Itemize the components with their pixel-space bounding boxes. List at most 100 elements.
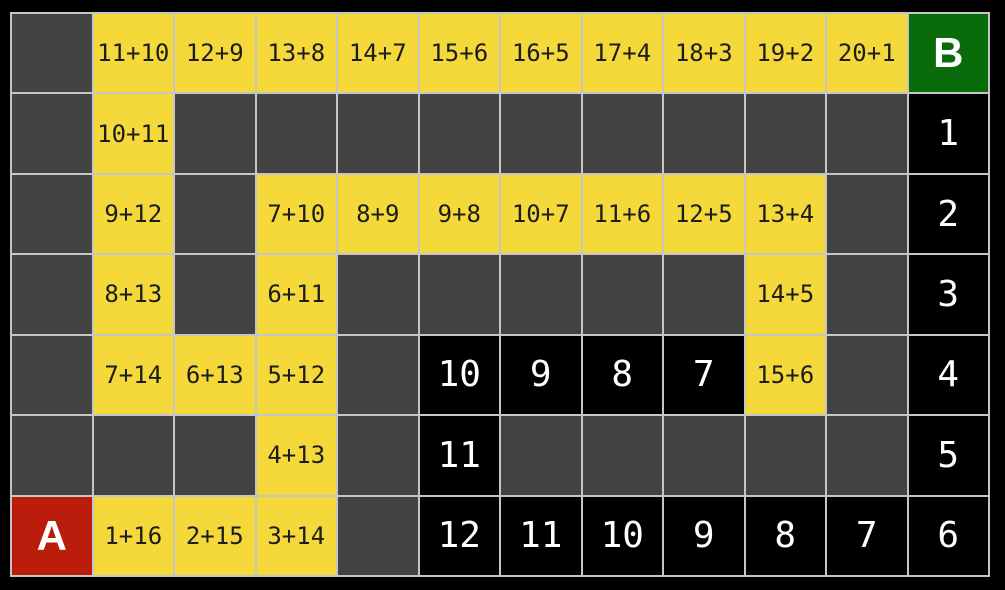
cell-label: 3 [937,273,960,315]
cell-r0-c3-path: 13+8 [256,14,336,93]
cell-r0-c11-goal: B [908,14,988,93]
cell-label: 8+9 [356,200,400,229]
cell-r0-c8-path: 18+3 [664,14,744,93]
cell-r0-c7-path: 17+4 [582,14,662,93]
cell-label: 6+11 [267,280,326,309]
cell-r4-c4-wall [338,335,418,415]
cell-label: 7 [855,515,878,557]
cell-r0-c9-path: 19+2 [745,14,825,93]
cell-r0-c1-path: 11+10 [93,14,173,93]
cell-r1-c6-wall [501,94,581,173]
cell-label: 10+7 [511,200,570,229]
cell-r6-c2-path: 2+15 [175,496,255,575]
cell-r1-c0-wall [12,94,92,173]
cell-r4-c11-count: 4 [908,335,988,415]
cell-label: 1 [937,113,960,155]
cell-r2-c3-path: 7+10 [256,174,336,254]
cell-r2-c5-path: 9+8 [419,174,499,254]
cell-r3-c8-wall [664,255,744,334]
cell-r4-c2-path: 6+13 [175,335,255,415]
cell-r5-c10-wall [827,416,907,495]
cell-r4-c3-path: 5+12 [256,335,336,415]
cell-label: 19+2 [756,39,815,68]
cell-r1-c1-path: 10+11 [93,94,173,173]
cell-label: 11+6 [593,200,652,229]
cell-r3-c2-wall [175,255,255,334]
cell-r3-c0-wall [12,255,92,334]
cell-label: 8 [611,354,634,396]
cell-label: 6+13 [185,360,244,389]
cell-r4-c7-count: 8 [582,335,662,415]
cell-r3-c10-wall [827,255,907,334]
cell-r1-c7-wall [582,94,662,173]
cell-r4-c9-path: 15+6 [745,335,825,415]
cell-label: 15+6 [756,360,815,389]
cell-label: 2 [937,193,960,235]
cell-r1-c9-wall [745,94,825,173]
cell-label: 7+10 [267,200,326,229]
cell-r2-c6-path: 10+7 [501,174,581,254]
cell-label: 7+14 [104,360,163,389]
cell-r4-c0-wall [12,335,92,415]
cell-label: 10+11 [97,119,170,148]
cell-r2-c8-path: 12+5 [664,174,744,254]
cell-r3-c9-path: 14+5 [745,255,825,334]
cell-r0-c0-wall [12,14,92,93]
cell-label: 9+8 [437,200,481,229]
cell-r2-c11-count: 2 [908,174,988,254]
cell-label: 17+4 [593,39,652,68]
cell-r6-c7-count: 10 [582,496,662,575]
cell-label: 15+6 [430,39,489,68]
cell-label: 12+9 [185,39,244,68]
cell-r5-c4-wall [338,416,418,495]
cell-r5-c9-wall [745,416,825,495]
cell-label: 7 [692,354,715,396]
cell-r1-c10-wall [827,94,907,173]
cell-label: 1+16 [104,521,163,550]
cell-r2-c9-path: 13+4 [745,174,825,254]
cell-label: 9+12 [104,200,163,229]
cell-r2-c7-path: 11+6 [582,174,662,254]
cell-r6-c10-count: 7 [827,496,907,575]
cell-r5-c2-wall [175,416,255,495]
cell-label: 4 [937,354,960,396]
cell-r4-c5-count: 10 [419,335,499,415]
cell-r2-c0-wall [12,174,92,254]
cell-r4-c1-path: 7+14 [93,335,173,415]
cell-label: 18+3 [674,39,733,68]
cell-r3-c3-path: 6+11 [256,255,336,334]
cell-label: 9 [692,515,715,557]
cell-r5-c5-count: 11 [419,416,499,495]
cell-label: 16+5 [511,39,570,68]
cell-r3-c7-wall [582,255,662,334]
cell-r3-c11-count: 3 [908,255,988,334]
cell-r0-c4-path: 14+7 [338,14,418,93]
cell-r1-c2-wall [175,94,255,173]
cell-r2-c2-wall [175,174,255,254]
cell-r6-c0-start: A [12,496,92,575]
cell-r6-c6-count: 11 [501,496,581,575]
cell-label: A [36,511,67,559]
cell-r1-c5-wall [419,94,499,173]
cell-label: 3+14 [267,521,326,550]
cell-r4-c8-count: 7 [664,335,744,415]
cell-label: 11 [519,515,563,557]
cell-r6-c11-count: 6 [908,496,988,575]
cell-label: 2+15 [185,521,244,550]
cell-label: 13+4 [756,200,815,229]
cell-label: 20+1 [837,39,896,68]
cell-r1-c4-wall [338,94,418,173]
cell-label: B [933,29,964,77]
cell-r3-c6-wall [501,255,581,334]
cell-r1-c3-wall [256,94,336,173]
cell-r3-c4-wall [338,255,418,334]
cell-r6-c5-count: 12 [419,496,499,575]
cell-r4-c10-wall [827,335,907,415]
cell-r5-c7-wall [582,416,662,495]
cell-r5-c3-path: 4+13 [256,416,336,495]
cell-r3-c5-wall [419,255,499,334]
cell-label: 14+5 [756,280,815,309]
cell-r2-c4-path: 8+9 [338,174,418,254]
cell-label: 5+12 [267,360,326,389]
cell-r6-c4-wall [338,496,418,575]
